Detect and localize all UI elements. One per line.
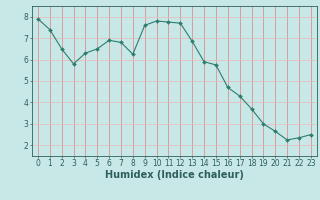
- X-axis label: Humidex (Indice chaleur): Humidex (Indice chaleur): [105, 170, 244, 180]
